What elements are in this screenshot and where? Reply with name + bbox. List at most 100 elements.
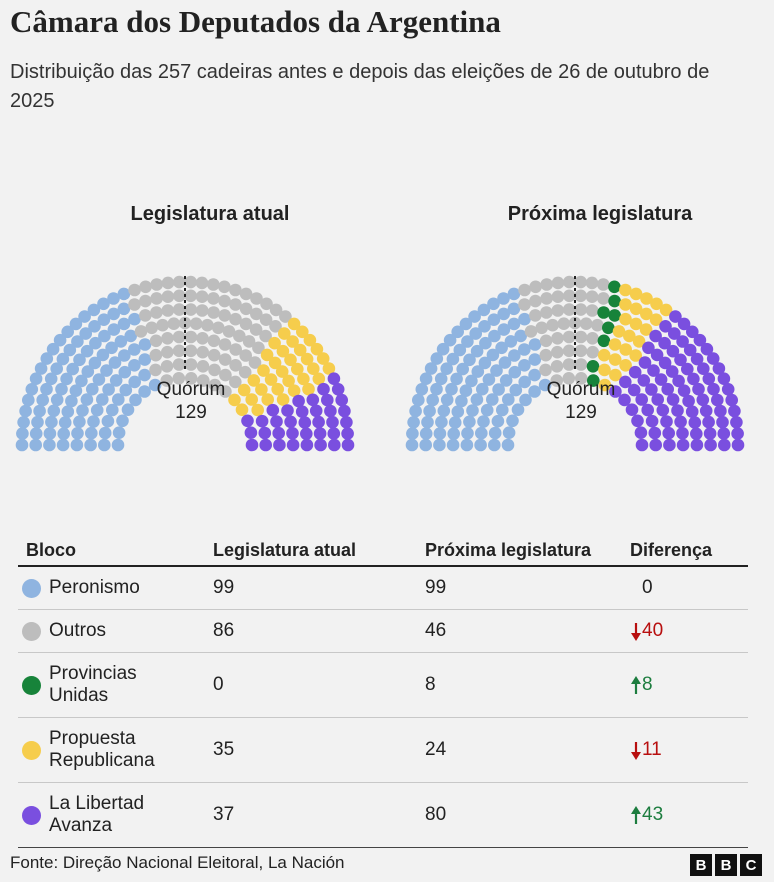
seat	[60, 372, 73, 386]
seat	[87, 303, 101, 317]
seat	[245, 438, 259, 452]
seat	[219, 385, 232, 398]
seat	[65, 394, 78, 408]
seat	[551, 276, 565, 290]
seat	[551, 304, 565, 317]
difference-cell: 8	[630, 674, 748, 696]
seat	[550, 360, 564, 373]
seat	[702, 372, 716, 386]
seat	[66, 362, 79, 376]
seat	[197, 374, 210, 387]
difference-arrow	[631, 623, 641, 641]
seat	[219, 368, 232, 382]
seat	[451, 325, 465, 339]
seat	[674, 353, 687, 367]
seat	[456, 362, 470, 376]
seat	[488, 426, 502, 440]
seat	[419, 372, 433, 385]
seat	[242, 335, 256, 348]
seat	[518, 359, 531, 372]
seat	[586, 360, 600, 373]
seat	[109, 374, 123, 387]
seat	[128, 312, 141, 326]
seat	[683, 343, 697, 357]
seat	[228, 393, 241, 407]
seat	[608, 353, 622, 366]
seat	[270, 415, 283, 428]
seat	[195, 290, 209, 303]
header-cell: Diferença	[630, 539, 713, 560]
seat	[660, 415, 673, 428]
seat	[551, 290, 565, 303]
seat	[222, 325, 236, 338]
seat	[129, 393, 142, 407]
seat	[648, 426, 662, 440]
seat	[528, 385, 541, 398]
seat	[50, 393, 64, 407]
current-seats: 37	[213, 804, 235, 825]
seat	[426, 393, 440, 407]
seat	[635, 393, 648, 406]
seat	[466, 404, 479, 417]
seat	[107, 323, 121, 336]
seat	[207, 348, 221, 362]
seat	[161, 276, 175, 290]
seat	[470, 344, 484, 358]
seat	[585, 304, 599, 317]
seat	[78, 310, 91, 323]
seat	[239, 349, 252, 362]
seat	[463, 353, 476, 367]
seat	[602, 321, 615, 335]
seat	[148, 378, 162, 392]
seat	[628, 365, 642, 379]
seat	[598, 363, 611, 377]
next-seats: 80	[425, 804, 447, 825]
seat	[321, 393, 334, 407]
seat	[627, 383, 641, 397]
seat	[238, 365, 252, 379]
seat	[586, 332, 599, 345]
seat	[497, 307, 511, 321]
seat	[508, 349, 521, 362]
seat	[540, 306, 553, 319]
seat	[208, 378, 222, 392]
seat	[275, 365, 289, 378]
seat	[271, 382, 285, 396]
seat	[90, 403, 104, 417]
seat	[434, 372, 448, 386]
seat	[307, 362, 320, 375]
seat	[497, 292, 510, 305]
seat	[71, 335, 84, 348]
seat	[309, 404, 323, 418]
seat	[637, 374, 651, 387]
seat	[640, 292, 653, 305]
seat	[568, 316, 582, 330]
seat	[160, 360, 174, 373]
seat	[448, 416, 462, 429]
seat	[117, 317, 131, 331]
seat	[259, 438, 273, 452]
seat	[293, 343, 307, 357]
seat	[574, 303, 588, 316]
seat	[207, 334, 221, 348]
seat	[322, 362, 336, 375]
seat	[255, 383, 268, 396]
seat	[172, 372, 186, 385]
seat	[284, 353, 297, 367]
seat	[676, 427, 689, 440]
seat	[619, 298, 632, 311]
difference-value: 40	[642, 620, 664, 641]
seat	[629, 287, 643, 301]
seat	[218, 309, 231, 322]
seat	[597, 334, 611, 348]
seat	[195, 276, 209, 290]
seat	[249, 323, 263, 336]
seat	[507, 302, 521, 316]
seat	[731, 427, 744, 440]
seat	[75, 374, 88, 388]
seat	[447, 427, 461, 441]
seat	[435, 415, 448, 429]
arrow-head	[631, 676, 641, 684]
quorum-value: 129	[175, 402, 207, 423]
seat	[80, 344, 94, 358]
